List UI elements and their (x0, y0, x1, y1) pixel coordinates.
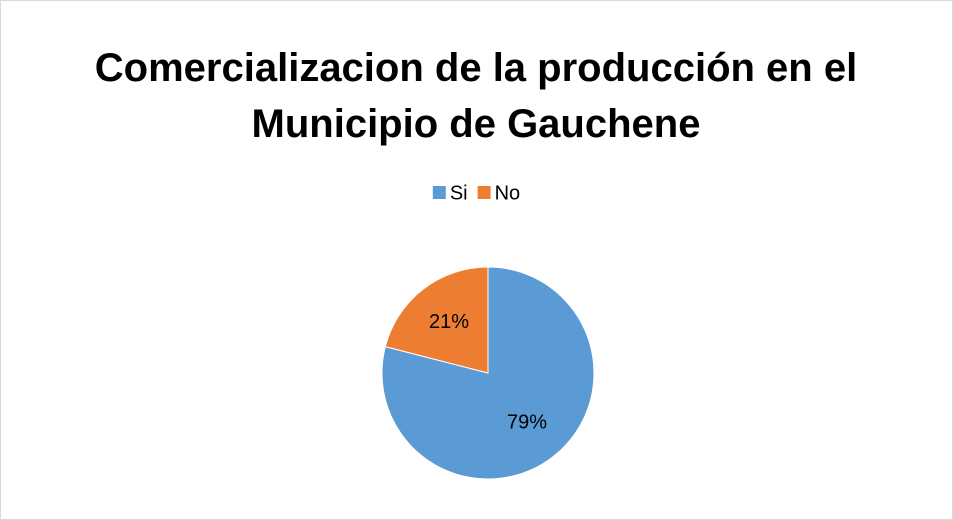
pie-slice (381, 266, 595, 480)
legend-swatch (432, 186, 446, 199)
legend-label: Si (450, 182, 468, 204)
data-label: 21% (429, 311, 469, 333)
legend-swatch (477, 186, 491, 199)
data-label: 79% (507, 412, 547, 434)
chart-title: Comercializacion de la producción en el … (94, 46, 858, 146)
legend-label: No (495, 182, 521, 204)
pie-slice (384, 266, 489, 374)
